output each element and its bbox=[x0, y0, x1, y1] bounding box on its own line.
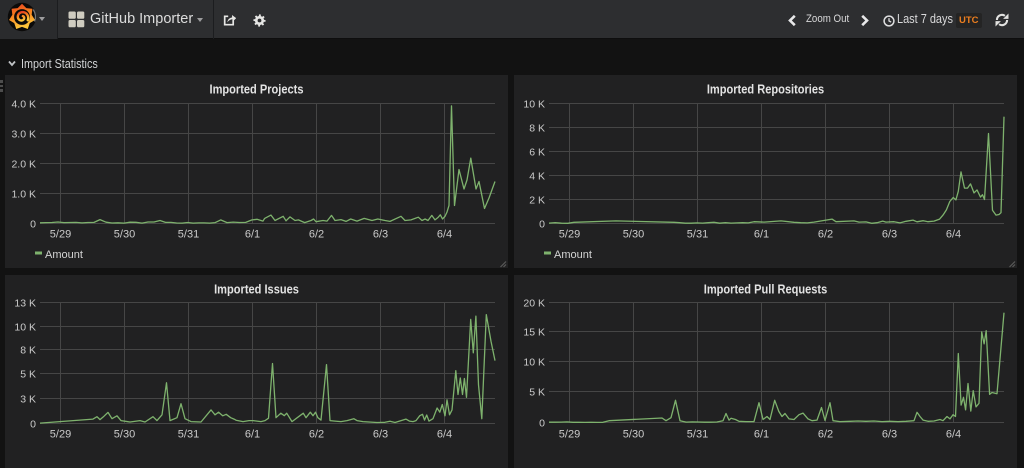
svg-text:Amount: Amount bbox=[554, 249, 592, 261]
svg-text:0: 0 bbox=[539, 417, 545, 429]
svg-text:5/30: 5/30 bbox=[623, 229, 644, 241]
svg-text:6/4: 6/4 bbox=[946, 429, 961, 441]
svg-text:6/1: 6/1 bbox=[754, 429, 769, 441]
svg-text:8 K: 8 K bbox=[20, 344, 36, 356]
svg-text:1.0 K: 1.0 K bbox=[11, 188, 36, 200]
svg-text:5/31: 5/31 bbox=[687, 229, 708, 241]
svg-text:15 K: 15 K bbox=[523, 326, 545, 338]
svg-text:6/3: 6/3 bbox=[882, 429, 897, 441]
svg-text:5/31: 5/31 bbox=[178, 429, 199, 441]
svg-text:5/31: 5/31 bbox=[178, 229, 199, 241]
svg-text:5 K: 5 K bbox=[20, 368, 36, 380]
svg-text:5/29: 5/29 bbox=[50, 429, 71, 441]
svg-text:0: 0 bbox=[30, 418, 36, 430]
svg-text:Imported Issues: Imported Issues bbox=[214, 282, 299, 297]
svg-text:Amount: Amount bbox=[45, 249, 83, 261]
svg-text:5/31: 5/31 bbox=[687, 429, 708, 441]
svg-text:6/2: 6/2 bbox=[309, 429, 324, 441]
svg-text:6/4: 6/4 bbox=[437, 229, 452, 241]
svg-text:5/30: 5/30 bbox=[114, 429, 135, 441]
svg-text:3 K: 3 K bbox=[20, 393, 36, 405]
svg-text:4.0 K: 4.0 K bbox=[11, 98, 36, 110]
svg-text:Imported Projects: Imported Projects bbox=[209, 82, 303, 97]
svg-text:6/1: 6/1 bbox=[245, 229, 260, 241]
svg-text:6/3: 6/3 bbox=[373, 429, 388, 441]
svg-text:Imported Repositories: Imported Repositories bbox=[707, 82, 825, 97]
svg-text:5/30: 5/30 bbox=[623, 429, 644, 441]
svg-text:5/29: 5/29 bbox=[559, 229, 580, 241]
svg-text:6/1: 6/1 bbox=[245, 429, 260, 441]
svg-text:6/3: 6/3 bbox=[373, 229, 388, 241]
svg-text:6/4: 6/4 bbox=[946, 229, 961, 241]
svg-text:6/1: 6/1 bbox=[754, 229, 769, 241]
svg-text:10 K: 10 K bbox=[14, 321, 36, 333]
svg-text:5/29: 5/29 bbox=[50, 229, 71, 241]
svg-text:0: 0 bbox=[539, 218, 545, 230]
svg-text:2 K: 2 K bbox=[529, 194, 545, 206]
svg-text:10 K: 10 K bbox=[523, 98, 545, 110]
svg-text:20 K: 20 K bbox=[523, 297, 545, 309]
svg-text:5/30: 5/30 bbox=[114, 229, 135, 241]
svg-text:13 K: 13 K bbox=[14, 297, 36, 309]
svg-text:5/29: 5/29 bbox=[559, 429, 580, 441]
svg-text:6/4: 6/4 bbox=[437, 429, 452, 441]
svg-text:2.0 K: 2.0 K bbox=[11, 158, 36, 170]
svg-text:Imported Pull Requests: Imported Pull Requests bbox=[704, 282, 828, 297]
svg-text:6/2: 6/2 bbox=[309, 229, 324, 241]
svg-text:6/3: 6/3 bbox=[882, 229, 897, 241]
svg-text:10 K: 10 K bbox=[523, 356, 545, 368]
svg-text:4 K: 4 K bbox=[529, 170, 545, 182]
svg-text:0: 0 bbox=[30, 218, 36, 230]
svg-text:5 K: 5 K bbox=[529, 386, 545, 398]
svg-text:6/2: 6/2 bbox=[818, 229, 833, 241]
svg-text:6/2: 6/2 bbox=[818, 429, 833, 441]
svg-text:3.0 K: 3.0 K bbox=[11, 128, 36, 140]
svg-text:8 K: 8 K bbox=[529, 122, 545, 134]
svg-text:6 K: 6 K bbox=[529, 146, 545, 158]
